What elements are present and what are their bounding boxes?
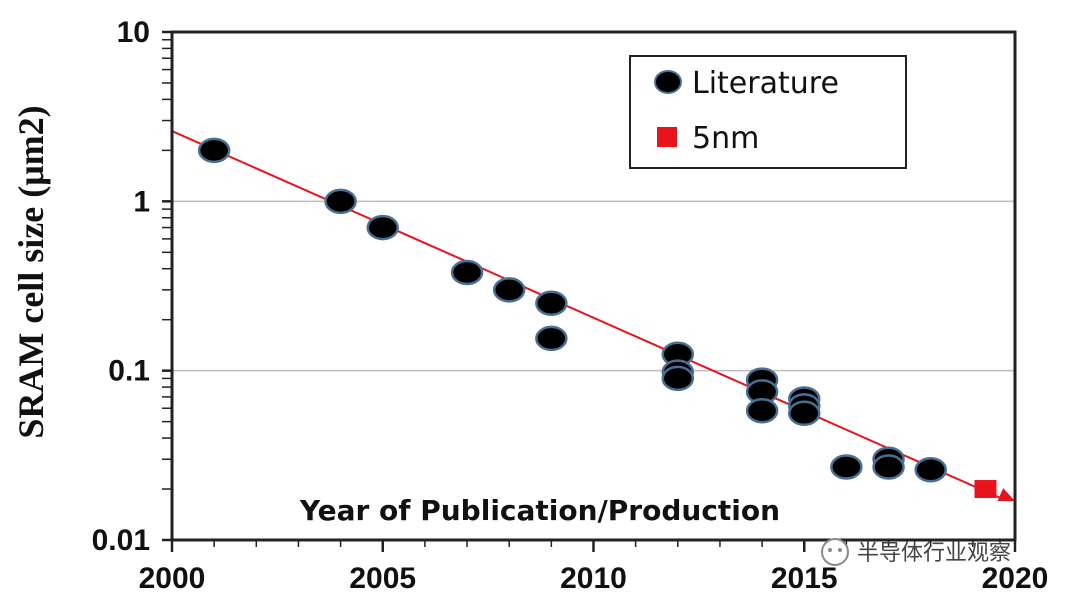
x-axis-label: Year of Publication/Production xyxy=(299,494,780,527)
legend-circle-marker xyxy=(654,70,682,94)
x-tick-label: 2000 xyxy=(139,562,206,595)
grid-lines xyxy=(172,200,1015,372)
legend-square-marker xyxy=(657,127,677,147)
trend-line xyxy=(171,130,1006,501)
y-axis-label: SRAM cell size (μm2) xyxy=(11,105,51,438)
y-axis-ticks: 10 1 0.1 0.01 xyxy=(92,16,172,557)
x-tick-label: 2015 xyxy=(771,562,838,595)
data-point-literature xyxy=(535,325,568,352)
data-point-literature xyxy=(366,214,399,241)
watermark-text: 半导体行业观察 xyxy=(857,541,1011,566)
legend: Literature 5nm xyxy=(629,55,907,169)
x-tick-label: 2010 xyxy=(560,562,627,595)
data-points xyxy=(197,137,997,499)
data-point-literature xyxy=(830,454,863,480)
y-tick-label: 1 xyxy=(133,185,150,218)
y-tick-label: 0.01 xyxy=(92,524,150,557)
data-point-literature xyxy=(661,365,695,392)
x-axis-ticks: 2000 2005 2010 2015 2020 xyxy=(139,540,1049,595)
wechat-logo-icon xyxy=(821,538,849,566)
watermark: 半导体行业观察 xyxy=(821,538,1011,566)
y-tick-label: 10 xyxy=(117,16,150,49)
legend-literature-label: Literature xyxy=(692,66,839,101)
y-tick-label: 0.1 xyxy=(108,355,150,388)
data-point-5nm xyxy=(974,480,997,499)
data-point-literature xyxy=(492,277,526,303)
data-point-literature xyxy=(872,454,905,480)
x-tick-label: 2020 xyxy=(982,562,1049,595)
data-point-literature xyxy=(450,259,484,286)
wechat-logo-icon-inner xyxy=(828,548,832,552)
data-point-literature xyxy=(324,188,357,215)
wechat-logo-icon-inner xyxy=(838,548,842,552)
trend-line-arrowhead xyxy=(997,488,1015,501)
data-point-literature xyxy=(197,137,231,164)
data-point-literature xyxy=(914,456,947,483)
data-point-literature xyxy=(535,290,568,317)
x-tick-label: 2005 xyxy=(349,562,416,595)
data-point-literature xyxy=(788,400,821,427)
legend-5nm-label: 5nm xyxy=(692,121,759,156)
data-point-literature xyxy=(745,397,779,424)
